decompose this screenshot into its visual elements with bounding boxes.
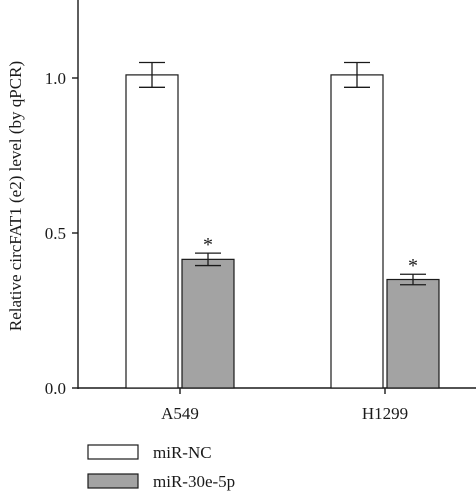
bar	[330, 74, 384, 389]
legend-label: miR-NC	[153, 443, 212, 462]
x-tick-label: A549	[161, 404, 199, 423]
significance-markers: **	[203, 234, 418, 277]
y-axis-label: Relative circFAT1 (e2) level (by qPCR)	[6, 61, 25, 331]
x-ticks: A549 H1299	[161, 388, 408, 423]
x-tick-label: H1299	[362, 404, 408, 423]
error-bars	[139, 61, 426, 286]
legend: miR-NC miR-30e-5p	[87, 443, 235, 491]
bars	[125, 74, 440, 389]
y-axis-label-group: Relative circFAT1 (e2) level (by qPCR)	[6, 61, 25, 331]
y-tick-label: 0.0	[45, 379, 66, 398]
legend-swatch	[87, 444, 139, 460]
y-tick-label: 1.0	[45, 69, 66, 88]
bar	[386, 278, 440, 389]
bar	[181, 258, 235, 389]
y-ticks: 0.0 0.5 1.0	[45, 69, 78, 398]
significance-star: *	[408, 255, 418, 277]
y-tick-label: 0.5	[45, 224, 66, 243]
legend-label: miR-30e-5p	[153, 472, 235, 491]
legend-swatch	[87, 473, 139, 489]
significance-star: *	[203, 234, 213, 256]
bar	[125, 74, 179, 389]
